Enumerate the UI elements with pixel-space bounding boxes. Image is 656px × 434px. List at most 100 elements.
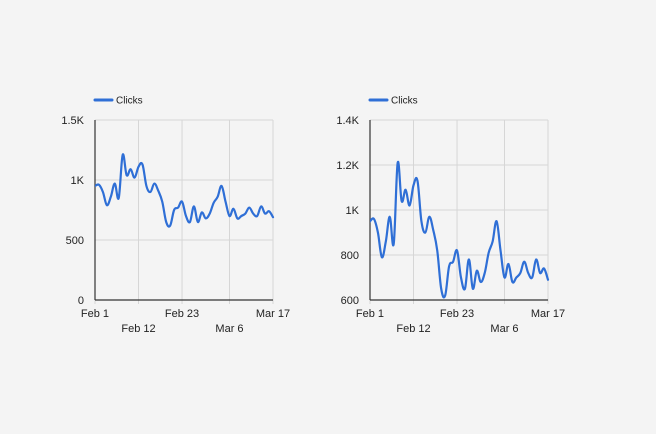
data-point bbox=[140, 162, 144, 166]
data-point bbox=[271, 215, 275, 219]
data-point bbox=[376, 231, 380, 235]
data-point bbox=[251, 212, 255, 216]
data-point bbox=[412, 183, 416, 187]
data-point bbox=[400, 199, 404, 203]
data-point bbox=[419, 219, 423, 223]
data-point bbox=[144, 184, 148, 188]
data-point bbox=[129, 167, 133, 171]
y-tick-label: 600 bbox=[341, 295, 359, 307]
data-point bbox=[113, 182, 117, 186]
data-point bbox=[184, 214, 188, 218]
data-point bbox=[467, 258, 471, 262]
data-point bbox=[396, 161, 400, 165]
y-tick-label: 800 bbox=[341, 250, 359, 262]
data-point bbox=[137, 165, 141, 169]
y-tick-label: 1.4K bbox=[336, 115, 359, 127]
data-point bbox=[93, 184, 97, 188]
data-point bbox=[172, 208, 176, 212]
data-point bbox=[255, 214, 259, 218]
x-tick-label: Feb 12 bbox=[396, 323, 430, 335]
data-point bbox=[499, 249, 503, 253]
x-tick-label: Feb 1 bbox=[356, 308, 384, 320]
data-point bbox=[239, 214, 243, 218]
series-line-clicks bbox=[370, 160, 550, 299]
data-point bbox=[491, 240, 495, 244]
y-tick-label: 0 bbox=[78, 295, 84, 307]
data-point bbox=[546, 278, 550, 282]
data-point bbox=[408, 204, 412, 208]
x-tick-label: Mar 17 bbox=[531, 308, 565, 320]
y-tick-label: 1K bbox=[346, 205, 360, 217]
x-tick-label: Mar 6 bbox=[215, 323, 243, 335]
data-point bbox=[133, 176, 137, 180]
data-point bbox=[502, 276, 506, 280]
data-point bbox=[152, 182, 156, 186]
data-point bbox=[471, 287, 475, 291]
data-point bbox=[435, 249, 439, 253]
data-point bbox=[196, 220, 200, 224]
data-point bbox=[109, 195, 113, 199]
data-point bbox=[200, 210, 204, 214]
data-point bbox=[231, 207, 235, 211]
data-point bbox=[439, 287, 443, 291]
data-point bbox=[101, 190, 105, 194]
data-point bbox=[483, 271, 487, 275]
data-point bbox=[443, 294, 447, 298]
data-point bbox=[423, 231, 427, 235]
data-point bbox=[510, 280, 514, 284]
data-point bbox=[220, 184, 224, 188]
legend-label: Clicks bbox=[391, 96, 418, 107]
data-point bbox=[431, 228, 435, 232]
x-tick-label: Feb 23 bbox=[165, 308, 199, 320]
data-point bbox=[526, 271, 530, 275]
data-point bbox=[459, 276, 463, 280]
x-tick-label: Mar 17 bbox=[256, 308, 290, 320]
data-point bbox=[216, 195, 220, 199]
data-point bbox=[192, 204, 196, 208]
data-point bbox=[263, 212, 267, 216]
data-point bbox=[97, 183, 101, 187]
data-point bbox=[235, 216, 239, 220]
chart-left: Clicks 0 500 1K 1.5K Feb 1 Feb 12 Feb 23 Mar 6 Ma… bbox=[61, 96, 290, 336]
data-point bbox=[538, 271, 542, 275]
data-point bbox=[156, 189, 160, 193]
data-point bbox=[479, 280, 483, 284]
data-point bbox=[487, 251, 491, 255]
data-point bbox=[160, 200, 164, 204]
data-point bbox=[427, 215, 431, 219]
data-point bbox=[388, 215, 392, 219]
data-point bbox=[404, 188, 408, 192]
data-point bbox=[451, 260, 455, 264]
data-point bbox=[125, 173, 129, 177]
data-point bbox=[208, 212, 212, 216]
data-point bbox=[463, 287, 467, 291]
data-point bbox=[259, 204, 263, 208]
y-tick-label: 500 bbox=[66, 235, 84, 247]
data-point bbox=[522, 260, 526, 264]
data-point bbox=[188, 220, 192, 224]
data-point bbox=[372, 217, 376, 221]
y-tick-label: 1K bbox=[71, 175, 85, 187]
data-point bbox=[455, 249, 459, 253]
data-point bbox=[164, 220, 168, 224]
data-point bbox=[227, 214, 231, 218]
data-point bbox=[224, 200, 228, 204]
data-point bbox=[392, 242, 396, 246]
x-tick-label: Mar 6 bbox=[490, 323, 518, 335]
data-point bbox=[415, 179, 419, 183]
data-point bbox=[176, 206, 180, 210]
data-point bbox=[530, 276, 534, 280]
data-point bbox=[542, 267, 546, 271]
data-point bbox=[267, 209, 271, 213]
data-point bbox=[514, 276, 518, 280]
data-point bbox=[384, 240, 388, 244]
data-point bbox=[121, 153, 125, 157]
x-tick-label: Feb 23 bbox=[440, 308, 474, 320]
data-point bbox=[204, 216, 208, 220]
data-point bbox=[168, 224, 172, 228]
data-point bbox=[475, 269, 479, 273]
data-point bbox=[495, 219, 499, 223]
data-point bbox=[518, 271, 522, 275]
chart-right: Clicks 600 800 1K 1.2K 1.4K Feb 1 Feb 12 Feb 23 M… bbox=[336, 96, 565, 336]
